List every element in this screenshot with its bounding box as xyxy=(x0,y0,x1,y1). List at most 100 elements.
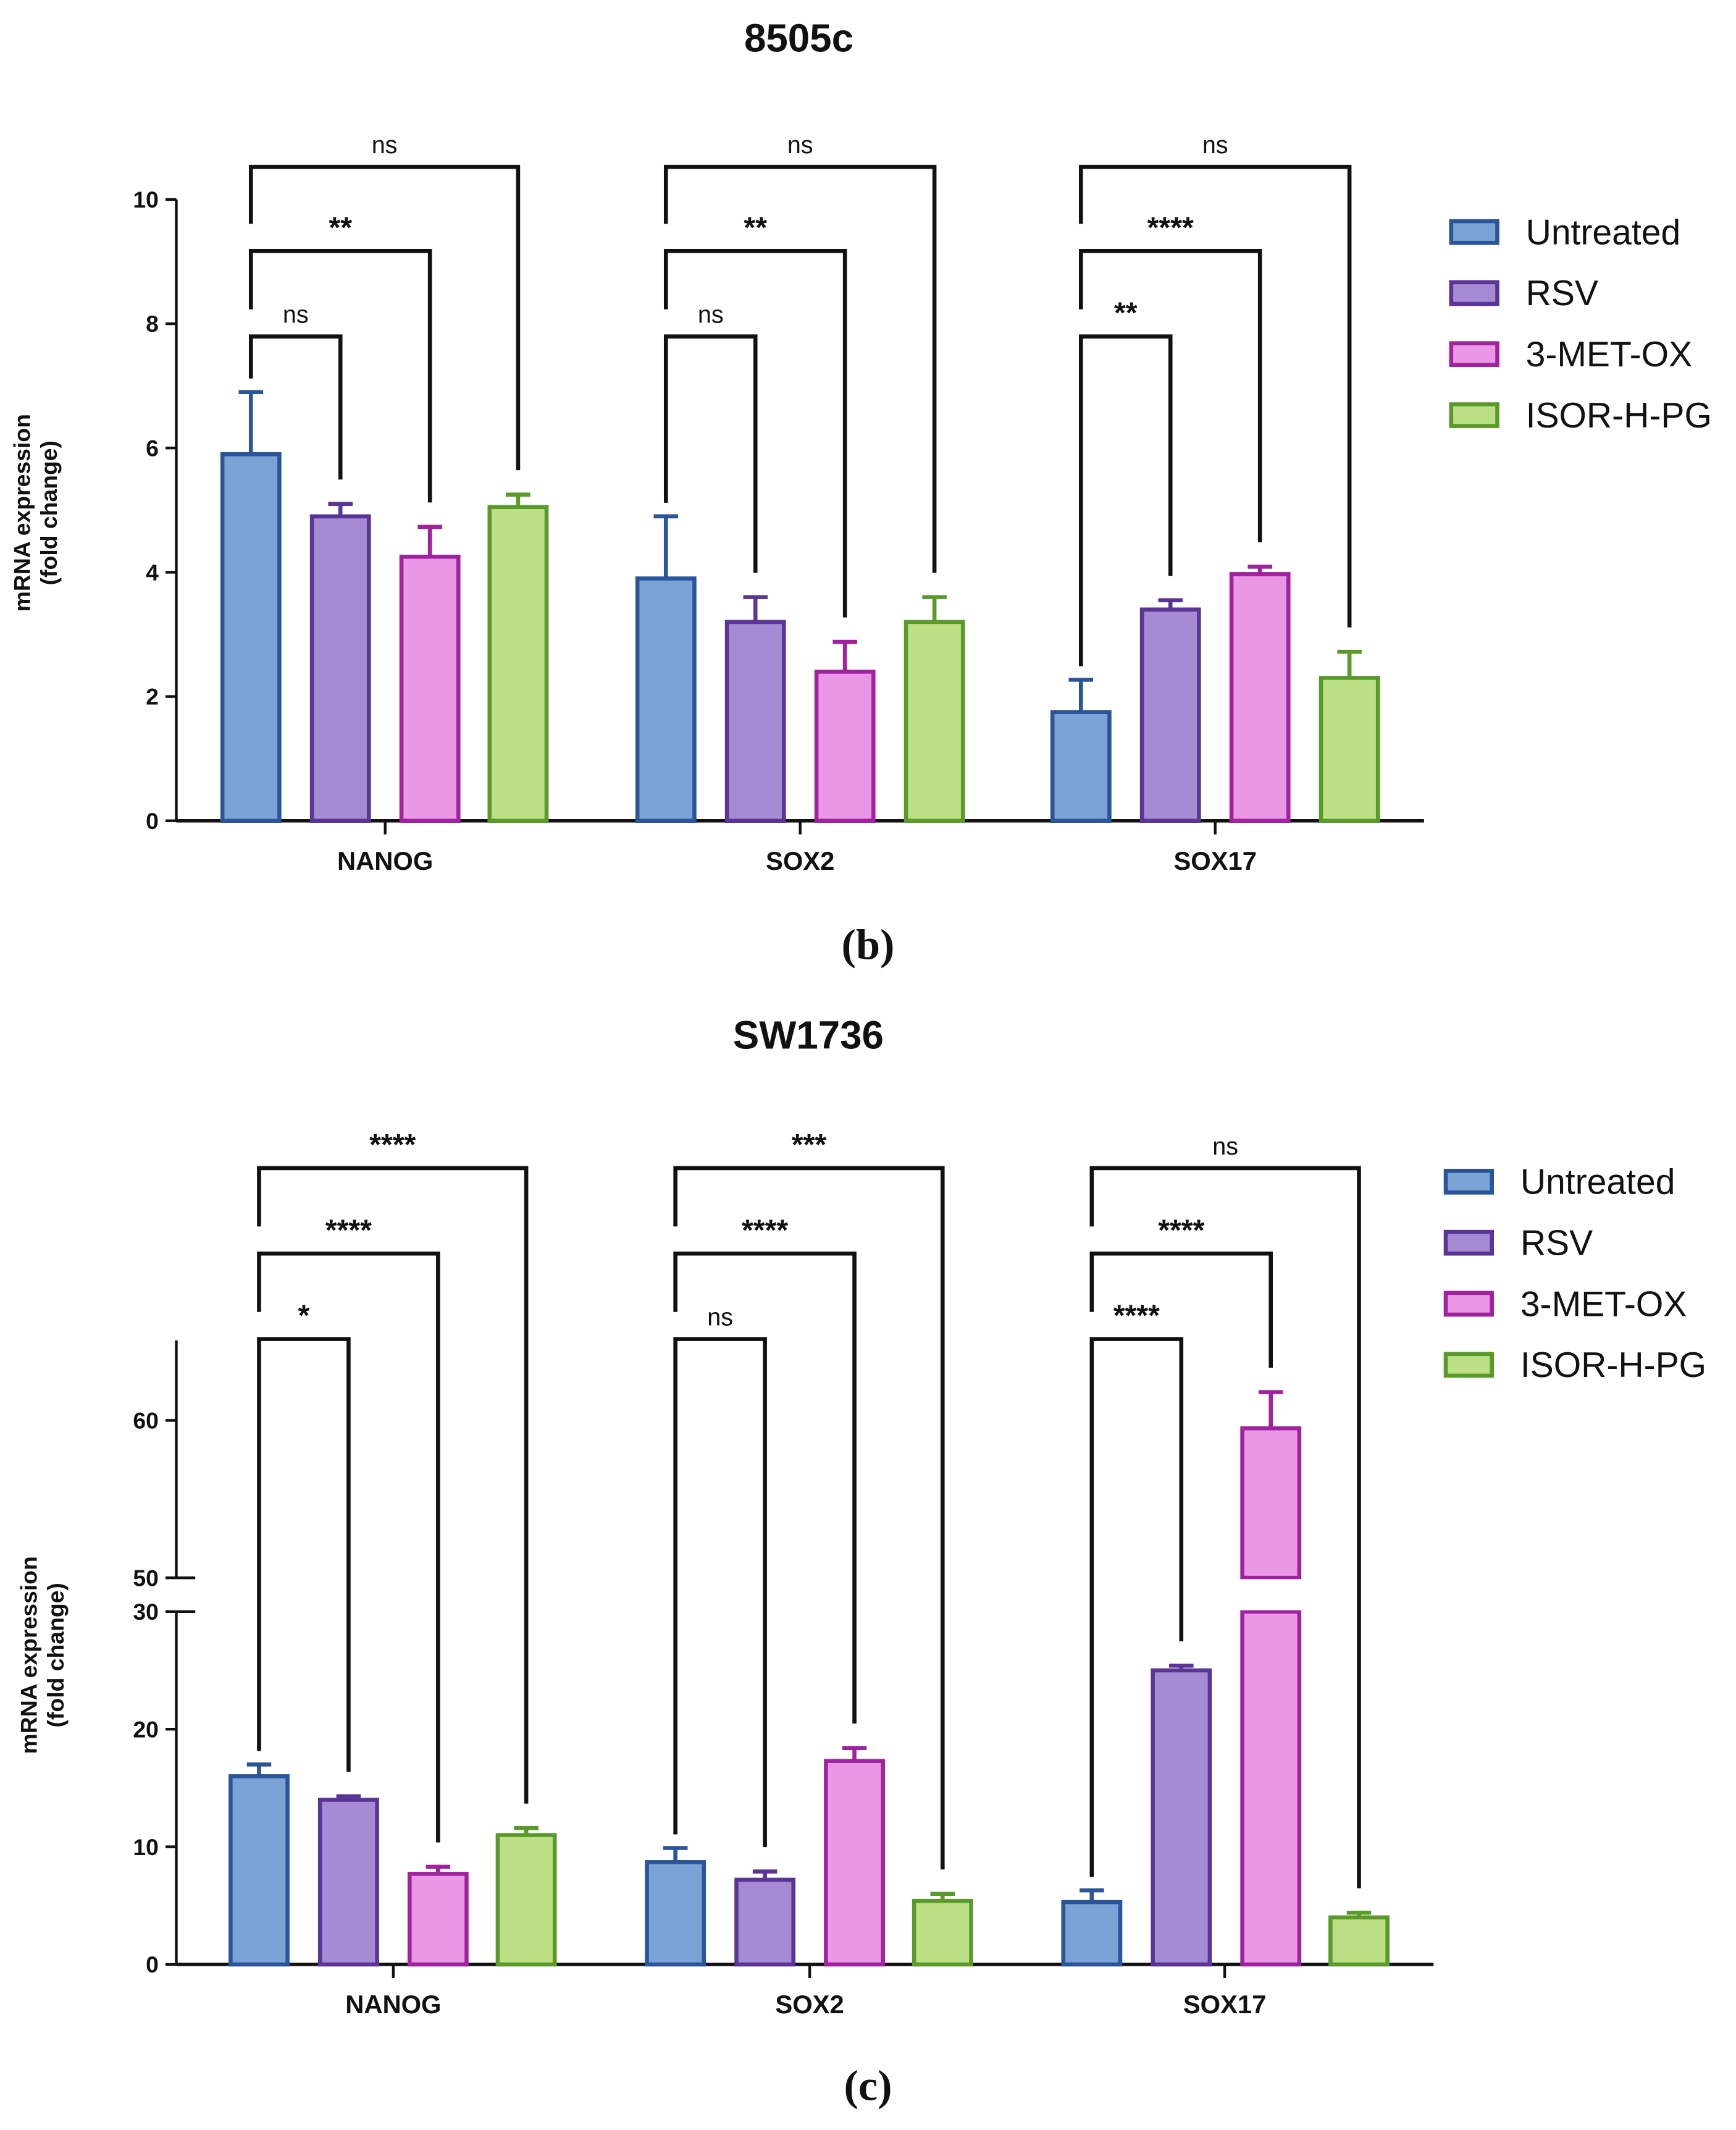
significance-bracket xyxy=(1089,1166,1361,1888)
legend-swatch xyxy=(1449,280,1499,306)
significance-label: **** xyxy=(1147,211,1194,244)
significance-label: ns xyxy=(707,1304,733,1331)
bar-untreated xyxy=(1061,1900,1123,1967)
significance-label: **** xyxy=(369,1128,416,1161)
bar-rsv xyxy=(734,1877,796,1967)
y-tick-label: 0 xyxy=(146,1951,159,1977)
significance-label: ns xyxy=(787,132,813,159)
bar-isor-h-pg xyxy=(1328,1915,1390,1967)
bar-3-met-ox xyxy=(824,1759,885,1967)
significance-bracket xyxy=(257,1251,440,1843)
panel-label: (b) xyxy=(842,921,895,969)
significance-bracket xyxy=(248,334,343,480)
significance-label: ns xyxy=(1202,132,1228,159)
legend-label: ISOR-H-PG xyxy=(1520,1345,1706,1385)
legend-swatch xyxy=(1449,341,1499,368)
y-tick-label: 0 xyxy=(146,808,159,834)
y-tick-label: 2 xyxy=(146,684,159,710)
legend-swatch xyxy=(1443,1169,1494,1195)
significance-label: *** xyxy=(792,1128,827,1161)
significance-bracket xyxy=(1089,1337,1184,1877)
legend-label: Untreated xyxy=(1520,1163,1675,1202)
legend-label: Untreated xyxy=(1526,213,1681,252)
y-tick-label: 10 xyxy=(133,187,159,213)
chart-sw1736: SW1736 (c) mRNA expression (fold change) 0 10… xyxy=(15,1014,1706,2110)
bar-3-met-ox-lower xyxy=(1240,1609,1302,1967)
significance-label: ns xyxy=(283,301,309,329)
y-tick-label: 30 xyxy=(133,1599,159,1625)
significance-bracket xyxy=(663,334,758,573)
y-tick-label: 8 xyxy=(146,311,159,337)
significance-label: **** xyxy=(742,1213,788,1247)
x-tick-label: SOX2 xyxy=(775,1990,844,2019)
bar-untreated xyxy=(229,1774,290,1967)
significance-bracket xyxy=(1078,334,1173,667)
significance-label: ns xyxy=(698,301,724,329)
y-tick-label: 60 xyxy=(133,1408,159,1434)
x-tick-label: NANOG xyxy=(345,1990,441,2019)
y-tick-label: 4 xyxy=(146,560,159,586)
y-tick-label: 6 xyxy=(146,435,159,461)
y-axis-label-line: (fold change) xyxy=(43,1583,69,1727)
y-axis-label-line: mRNA expression xyxy=(15,1556,41,1754)
bar-isor-h-pg xyxy=(912,1898,973,1967)
significance-bracket xyxy=(257,1166,529,1804)
x-tick-label: SOX2 xyxy=(766,846,834,875)
significance-bracket xyxy=(248,164,521,471)
legend-item: RSV xyxy=(1443,1223,1593,1263)
legend-label: 3-MET-OX xyxy=(1526,335,1693,374)
bar-rsv xyxy=(1139,607,1201,823)
bar-isor-h-pg xyxy=(487,505,549,823)
bar-rsv xyxy=(724,620,786,823)
significance-label: **** xyxy=(1158,1213,1204,1247)
significance-bracket xyxy=(1078,249,1262,542)
significance-bracket xyxy=(248,249,432,503)
legend-swatch xyxy=(1443,1352,1494,1378)
bar-isor-h-pg xyxy=(1319,676,1380,823)
bar-3-met-ox-upper xyxy=(1240,1426,1302,1580)
significance-label: ** xyxy=(1114,297,1138,330)
legend-swatch xyxy=(1449,402,1499,428)
significance-label: **** xyxy=(1113,1299,1160,1332)
bar-isor-h-pg xyxy=(904,620,965,823)
significance-bracket xyxy=(673,1251,857,1724)
legend-item: 3-MET-OX xyxy=(1443,1284,1687,1324)
axis-break-gap xyxy=(1238,1579,1304,1610)
significance-label: * xyxy=(298,1299,310,1332)
legend-item: ISOR-H-PG xyxy=(1443,1345,1706,1385)
significance-bracket xyxy=(1078,164,1352,628)
panel-label: (c) xyxy=(844,2062,892,2110)
x-tick-label: NANOG xyxy=(337,846,433,875)
legend-swatch xyxy=(1443,1290,1494,1317)
x-tick-label: SOX17 xyxy=(1173,846,1257,875)
chart-8505c: 8505c (b) mRNA expression (fold change) 0 2 4 6… xyxy=(9,17,1712,969)
significance-bracket xyxy=(1089,1251,1273,1368)
significance-label: ** xyxy=(329,211,352,244)
x-tick-label: SOX17 xyxy=(1183,1990,1267,2019)
legend-label: 3-MET-OX xyxy=(1520,1284,1687,1324)
bar-untreated xyxy=(220,452,282,823)
legend-item: Untreated xyxy=(1443,1163,1675,1202)
significance-bracket xyxy=(663,249,847,618)
bar-untreated xyxy=(1050,710,1112,823)
bar-3-met-ox xyxy=(407,1872,469,1967)
bar-untreated xyxy=(635,576,697,823)
legend-item: ISOR-H-PG xyxy=(1449,396,1712,436)
significance-bracket xyxy=(663,164,937,573)
legend-label: ISOR-H-PG xyxy=(1526,396,1712,436)
y-tick-label: 50 xyxy=(133,1565,159,1591)
legend-swatch xyxy=(1449,219,1499,245)
bar-rsv xyxy=(1151,1668,1212,1967)
legend-label: RSV xyxy=(1520,1223,1593,1263)
significance-label: **** xyxy=(325,1213,372,1247)
bar-rsv xyxy=(309,514,371,823)
bar-isor-h-pg xyxy=(495,1833,557,1967)
chart-title: SW1736 xyxy=(733,1014,884,1058)
bar-rsv xyxy=(317,1798,379,1967)
y-tick-label: 20 xyxy=(133,1716,159,1742)
significance-label: ** xyxy=(744,211,767,244)
chart-title: 8505c xyxy=(744,17,853,61)
significance-label: ns xyxy=(372,132,398,159)
legend-label: RSV xyxy=(1526,274,1598,313)
